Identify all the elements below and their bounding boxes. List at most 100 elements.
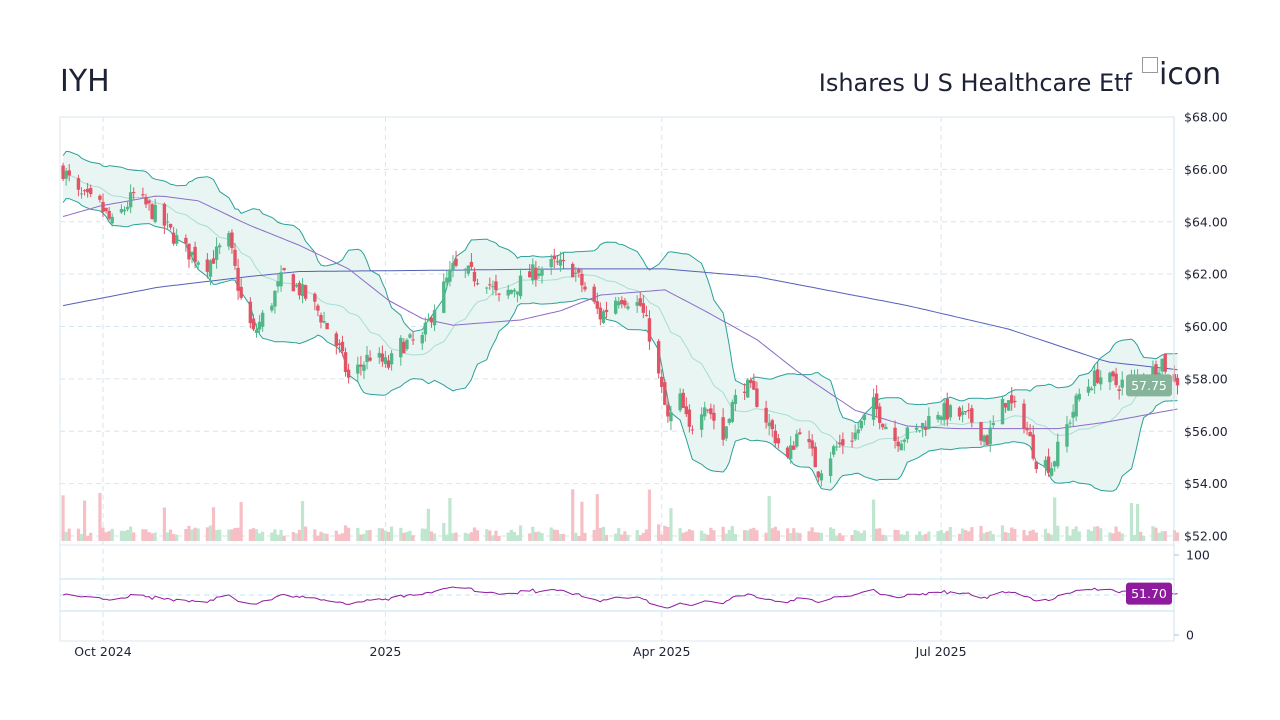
candle-body xyxy=(669,412,673,422)
candle-body xyxy=(1013,400,1017,403)
candle-body xyxy=(1086,386,1091,393)
candle-body xyxy=(119,209,124,213)
candle-body xyxy=(475,283,480,285)
price-tick-label: $62.00 xyxy=(1184,267,1228,282)
candle-body xyxy=(1056,441,1060,467)
candle-body xyxy=(445,277,449,283)
volume-bar xyxy=(1160,531,1164,541)
candle-body xyxy=(1077,393,1081,400)
candle-body xyxy=(79,193,84,195)
broken-image-frame-icon xyxy=(1142,57,1158,73)
candle-body xyxy=(574,272,578,275)
candle-body xyxy=(788,445,793,459)
candle-body xyxy=(1053,461,1057,467)
volume-bar xyxy=(300,501,305,541)
volume-bar xyxy=(104,532,108,541)
candle-body xyxy=(580,273,584,286)
volume-bar xyxy=(660,534,664,541)
volume-bar xyxy=(248,529,252,541)
volume-bar xyxy=(1151,526,1155,541)
candle-body xyxy=(626,306,630,309)
candle-body xyxy=(727,418,731,423)
volume-bar xyxy=(313,529,317,541)
volume-bar xyxy=(626,534,630,541)
candle-body xyxy=(767,422,771,427)
candle-body xyxy=(752,380,756,390)
candle-body xyxy=(534,267,538,280)
candle-body xyxy=(945,398,949,420)
candle-body xyxy=(1117,389,1121,391)
candle-body xyxy=(125,206,130,210)
candle-body xyxy=(144,196,148,205)
volume-bar xyxy=(380,528,384,541)
candle-body xyxy=(429,317,434,323)
candle-body xyxy=(174,235,179,244)
volume-bar xyxy=(666,527,670,541)
time-tick-label: Apr 2025 xyxy=(633,644,690,659)
volume-bar xyxy=(469,532,473,541)
volume-bar xyxy=(429,531,434,541)
candle-body xyxy=(970,408,974,423)
volume-bar xyxy=(76,528,81,541)
candle-body xyxy=(733,395,738,405)
logo-alt-text: icon xyxy=(1159,57,1222,92)
candle-body xyxy=(368,357,372,361)
candle-body xyxy=(386,360,391,368)
candle-body xyxy=(165,221,170,223)
volume-bar xyxy=(423,528,427,541)
volume-bar xyxy=(580,501,584,541)
candle-body xyxy=(641,303,646,313)
candle-body xyxy=(1175,377,1180,386)
volume-bar xyxy=(144,529,148,541)
volume-bar xyxy=(1050,534,1054,541)
volume-bar xyxy=(773,526,777,541)
candle-body xyxy=(362,364,366,371)
volume-bar xyxy=(663,525,667,541)
volume-bar xyxy=(828,527,833,541)
candle-body xyxy=(555,261,560,263)
last-rsi-badge xyxy=(1126,582,1172,605)
candle-body xyxy=(828,458,833,476)
volume-bar xyxy=(451,533,455,541)
volume-bar xyxy=(534,532,538,541)
volume-bar xyxy=(337,534,341,541)
candle-body xyxy=(681,392,685,408)
candle-body xyxy=(884,426,888,430)
volume-bar xyxy=(389,526,394,541)
candle-body xyxy=(380,353,385,362)
candle-body xyxy=(273,290,277,307)
volume-bar xyxy=(871,499,876,541)
volume-bar xyxy=(233,527,237,541)
candle-body xyxy=(531,264,535,281)
candle-body xyxy=(831,446,836,455)
last-price-badge xyxy=(1126,374,1172,397)
candle-body xyxy=(957,407,962,417)
grid-lines xyxy=(59,116,1175,642)
candle-body xyxy=(601,311,606,323)
volume-bar xyxy=(1031,529,1035,541)
candle-body xyxy=(896,441,900,447)
candle-body xyxy=(153,204,157,222)
candle-body xyxy=(248,301,253,324)
volume-bar xyxy=(967,531,971,541)
volume-bar xyxy=(257,533,262,541)
volume-bar xyxy=(859,533,863,541)
volume-bar xyxy=(214,529,219,541)
candle-body xyxy=(423,322,428,335)
candle-body xyxy=(107,210,111,219)
volume-bar xyxy=(218,529,222,541)
candle-body xyxy=(1068,422,1072,424)
candle-body xyxy=(230,232,234,249)
candle-body xyxy=(902,439,906,442)
volume-bar xyxy=(316,535,320,541)
volume-bar xyxy=(657,524,661,541)
volume-bar xyxy=(334,530,338,541)
candle-body xyxy=(917,430,922,432)
volume-bar xyxy=(463,532,467,541)
candle-body xyxy=(432,310,437,326)
volume-bar xyxy=(187,525,191,541)
candle-body xyxy=(785,447,790,458)
fund-name: Ishares U S Healthcare Etf xyxy=(818,69,1132,97)
volume-bar xyxy=(1046,533,1051,541)
candle-body xyxy=(236,267,240,291)
